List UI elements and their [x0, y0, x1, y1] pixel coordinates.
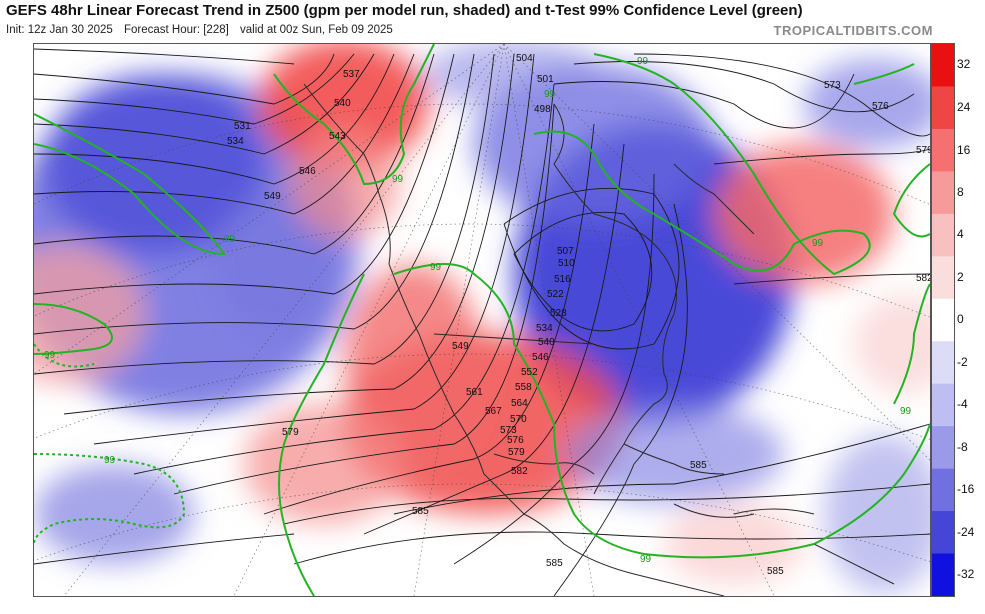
contour-labels: 537 540 543 546 531 534 549 504 501 498 …	[44, 53, 930, 577]
colorbar-swatch	[932, 44, 954, 87]
colorbar-labels: 32 24 16 8 4 2 0 -2 -4 -8 -16 -24 -32	[957, 43, 985, 595]
colorbar-swatch	[932, 553, 954, 597]
contour-label: 540	[538, 337, 555, 348]
contour-label: 579	[282, 427, 299, 438]
contour-label: 534	[227, 136, 244, 147]
contour-label: 561	[466, 387, 483, 398]
contour-label: 582	[916, 273, 930, 284]
forecast-hour: Forecast Hour: [228]	[123, 24, 229, 36]
contour-label: 585	[546, 558, 563, 569]
contour-label: 546	[532, 352, 549, 363]
colorbar-tick: 32	[957, 57, 971, 71]
contour-label: 573	[500, 425, 517, 436]
valid-time: valid at 00z Sun, Feb 09 2025	[240, 24, 393, 36]
contour-label: 549	[452, 341, 469, 352]
contour-label: 531	[234, 121, 251, 132]
contour-label: 558	[515, 382, 532, 393]
colorbar-swatch	[932, 298, 954, 342]
contour-label: 534	[536, 323, 553, 334]
contour-label: 540	[334, 98, 351, 109]
contour-label: 564	[511, 398, 528, 409]
colorbar-tick: -8	[957, 440, 968, 454]
significance-label: 99	[900, 406, 912, 417]
contour-label: 576	[872, 101, 889, 112]
colorbar-tick: -4	[957, 397, 968, 411]
forecast-map: 537 540 543 546 531 534 549 504 501 498 …	[33, 43, 931, 597]
colorbar-swatch	[932, 86, 954, 130]
colorbar-swatch	[932, 341, 954, 385]
contour-label: 507	[557, 246, 574, 257]
colorbar-swatch	[932, 213, 954, 257]
contour-label: 510	[558, 258, 575, 269]
contour-label: 582	[511, 466, 528, 477]
contour-label: 585	[690, 460, 707, 471]
contour-label: 576	[507, 435, 524, 446]
significance-contours-dashed	[34, 343, 186, 545]
colorbar-tick: -2	[957, 355, 968, 369]
contour-label: 498	[534, 104, 551, 115]
contour-label: 528	[550, 308, 567, 319]
significance-label: 99	[430, 262, 442, 273]
contour-label: 579	[916, 145, 930, 156]
contour-label: 573	[824, 80, 841, 91]
contour-label: 504	[516, 53, 533, 64]
contour-label: 516	[554, 274, 571, 285]
contour-label: 585	[767, 566, 784, 577]
colorbar-swatches	[932, 44, 954, 597]
init-time: Init: 12z Jan 30 2025	[6, 24, 113, 36]
contour-label: 567	[485, 406, 502, 417]
colorbar-swatch	[932, 256, 954, 300]
significance-label: 99	[392, 174, 404, 185]
contour-label: 546	[299, 166, 316, 177]
shaded-trend	[34, 44, 930, 594]
contour-label: 543	[329, 131, 346, 142]
significance-label: 99	[44, 350, 56, 361]
brand-watermark: TROPICALTIDBITS.COM	[773, 23, 933, 38]
colorbar-swatch	[932, 383, 954, 427]
colorbar-tick: -16	[957, 482, 975, 496]
significance-contours	[34, 44, 930, 596]
colorbar-tick: -24	[957, 525, 975, 539]
map-canvas: 537 540 543 546 531 534 549 504 501 498 …	[34, 44, 930, 596]
contour-label: 522	[547, 289, 564, 300]
colorbar-tick: -32	[957, 567, 975, 581]
colorbar-swatch	[932, 511, 954, 555]
colorbar-swatch	[932, 128, 954, 172]
chart-subtitle: Init: 12z Jan 30 2025 Forecast Hour: [22…	[6, 24, 401, 36]
colorbar-tick: 2	[957, 270, 964, 284]
contour-label: 552	[521, 367, 538, 378]
colorbar-tick: 4	[957, 227, 964, 241]
contour-label: 570	[510, 414, 527, 425]
colorbar-swatch	[932, 468, 954, 512]
colorbar	[931, 43, 955, 597]
contour-label: 579	[508, 447, 525, 458]
contour-label: 537	[343, 69, 360, 80]
colorbar-swatch	[932, 426, 954, 470]
chart-title: GEFS 48hr Linear Forecast Trend in Z500 …	[6, 2, 803, 19]
significance-label: 99	[224, 234, 236, 245]
colorbar-tick: 24	[957, 100, 971, 114]
significance-label: 99	[104, 455, 116, 466]
significance-label: 99	[640, 554, 652, 565]
height-contours	[34, 48, 930, 596]
colorbar-tick: 0	[957, 312, 964, 326]
contour-label: 549	[264, 191, 281, 202]
significance-label: 99	[544, 89, 556, 100]
significance-label: 99	[637, 56, 649, 67]
significance-label: 99	[812, 238, 824, 249]
colorbar-tick: 16	[957, 143, 971, 157]
contour-label: 501	[537, 74, 554, 85]
colorbar-tick: 8	[957, 185, 964, 199]
colorbar-swatch	[932, 171, 954, 215]
contour-label: 585	[412, 506, 429, 517]
